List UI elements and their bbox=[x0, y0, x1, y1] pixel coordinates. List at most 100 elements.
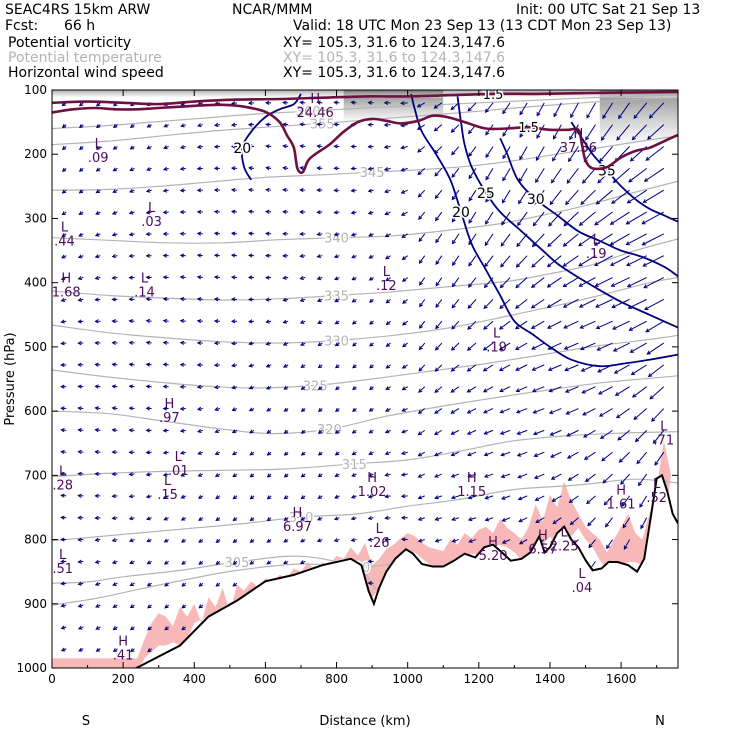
wind-vector-head bbox=[500, 263, 505, 268]
wind-vector-head bbox=[566, 179, 571, 184]
wind-vector bbox=[536, 102, 545, 116]
right-end-label: N bbox=[655, 714, 665, 729]
theta-label-320: 320 bbox=[317, 423, 342, 438]
wind-vector-head bbox=[196, 340, 202, 346]
wind-vector-head bbox=[402, 299, 407, 304]
wind-vector-head bbox=[162, 450, 168, 455]
wind-vector bbox=[606, 539, 613, 549]
wind-vector-head bbox=[316, 122, 321, 127]
wind-vector-head bbox=[401, 277, 407, 282]
wind-vector-head bbox=[562, 262, 567, 267]
wind-vector-head bbox=[636, 460, 641, 465]
wind-vector-head bbox=[163, 123, 168, 128]
wind-vector-head bbox=[265, 319, 270, 324]
wind-vector bbox=[570, 517, 579, 525]
extrema-L-6: L.12 bbox=[376, 265, 397, 294]
wind-vector-head bbox=[642, 262, 647, 267]
wind-vector-head bbox=[266, 407, 271, 412]
wind-vector-head bbox=[418, 388, 423, 393]
wind-vector bbox=[533, 429, 545, 435]
wind-vector-head bbox=[562, 283, 567, 288]
wind-vector bbox=[452, 517, 460, 521]
wind-vector-head bbox=[602, 479, 607, 484]
wind-vector-head bbox=[215, 495, 220, 500]
wind-vector bbox=[516, 408, 528, 414]
wind-vector-head bbox=[162, 297, 168, 302]
wind-vector-head bbox=[60, 625, 66, 630]
wind-vector-head bbox=[648, 114, 654, 119]
wind-vector-head bbox=[611, 304, 616, 309]
model-title: SEAC4RS 15km ARW bbox=[5, 2, 151, 18]
wind-vector-head bbox=[515, 346, 520, 350]
wind-vector-head bbox=[249, 473, 254, 478]
wind-vector-head bbox=[196, 362, 202, 368]
wind-vector bbox=[565, 189, 579, 205]
wind-vector-head bbox=[60, 362, 65, 368]
wind-vector-head bbox=[350, 166, 355, 171]
wind-vector bbox=[639, 495, 648, 508]
wind-vector-head bbox=[468, 283, 473, 288]
wind-vector-head bbox=[368, 407, 374, 412]
wind-vector-head bbox=[196, 231, 202, 236]
wind-vector-head bbox=[468, 174, 473, 180]
wind-vector bbox=[549, 189, 562, 205]
wind-vector-head bbox=[265, 187, 270, 193]
wind-vector-head bbox=[213, 275, 219, 280]
wind-vector bbox=[582, 168, 596, 184]
wind-vector bbox=[643, 277, 664, 288]
wind-vector-head bbox=[643, 284, 648, 289]
wind-vector-head bbox=[215, 582, 220, 587]
wind-vector-head bbox=[435, 282, 440, 287]
wind-vector-head bbox=[231, 385, 236, 390]
wind-vector-head bbox=[467, 495, 473, 500]
wind-vector-head bbox=[231, 407, 236, 412]
wind-vector-head bbox=[333, 100, 338, 105]
wind-vector-head bbox=[450, 409, 455, 414]
wind-vector-head bbox=[566, 454, 572, 459]
wind-vector-head bbox=[595, 200, 601, 205]
wind-vector-head bbox=[565, 200, 570, 206]
wind-vector-head bbox=[623, 545, 628, 550]
pv-label-0: 1.5 bbox=[518, 121, 539, 136]
wind-vector-head bbox=[111, 254, 117, 259]
wind-vector-head bbox=[629, 157, 635, 162]
x-axis-label: Distance (km) bbox=[319, 714, 410, 729]
wind-vector-head bbox=[196, 209, 202, 215]
wind-vector-head bbox=[533, 475, 539, 479]
wind-vector-head bbox=[434, 495, 439, 500]
wind-vector-head bbox=[94, 362, 99, 367]
theta-contours: 300305310315320325330335340345355360 bbox=[52, 94, 678, 606]
valid-time: Valid: 18 UTC Mon 23 Sep 13 (13 CDT Mon … bbox=[293, 18, 672, 34]
wind-vector bbox=[629, 320, 647, 331]
extrema-value: .44 bbox=[54, 234, 75, 249]
wind-vector bbox=[468, 168, 477, 179]
wind-vector-head bbox=[300, 342, 305, 346]
extrema-value: .71 bbox=[653, 433, 674, 448]
wind-vector-head bbox=[514, 325, 520, 330]
wind-vector bbox=[654, 451, 665, 466]
wind-vector-head bbox=[78, 102, 84, 107]
wind-vector-head bbox=[77, 319, 82, 324]
wind-vector-head bbox=[350, 188, 355, 193]
wind-vector-head bbox=[146, 145, 151, 150]
wind-vector-head bbox=[179, 362, 185, 367]
wind-vector-head bbox=[502, 109, 507, 115]
wind-vector-head bbox=[628, 327, 633, 331]
wind-vector-head bbox=[129, 167, 134, 172]
wind-vector-head bbox=[213, 166, 219, 171]
wind-vector-head bbox=[536, 112, 541, 117]
wind-vector-head bbox=[368, 276, 374, 281]
wind-vector-head bbox=[647, 135, 652, 140]
wind-vector-head bbox=[583, 455, 589, 460]
wind-vector-head bbox=[434, 216, 440, 222]
wind-vector bbox=[434, 364, 443, 372]
wind-vector-head bbox=[563, 345, 569, 350]
wind-vector-head bbox=[594, 282, 599, 287]
wind-vector-head bbox=[482, 346, 488, 351]
wind-vector bbox=[434, 473, 443, 478]
wind-vector bbox=[483, 408, 494, 414]
wind-vector-head bbox=[519, 111, 524, 116]
extrema-H-15: H6.97 bbox=[283, 506, 312, 535]
wind-vector bbox=[468, 495, 477, 499]
extrema-type: H bbox=[367, 471, 377, 486]
